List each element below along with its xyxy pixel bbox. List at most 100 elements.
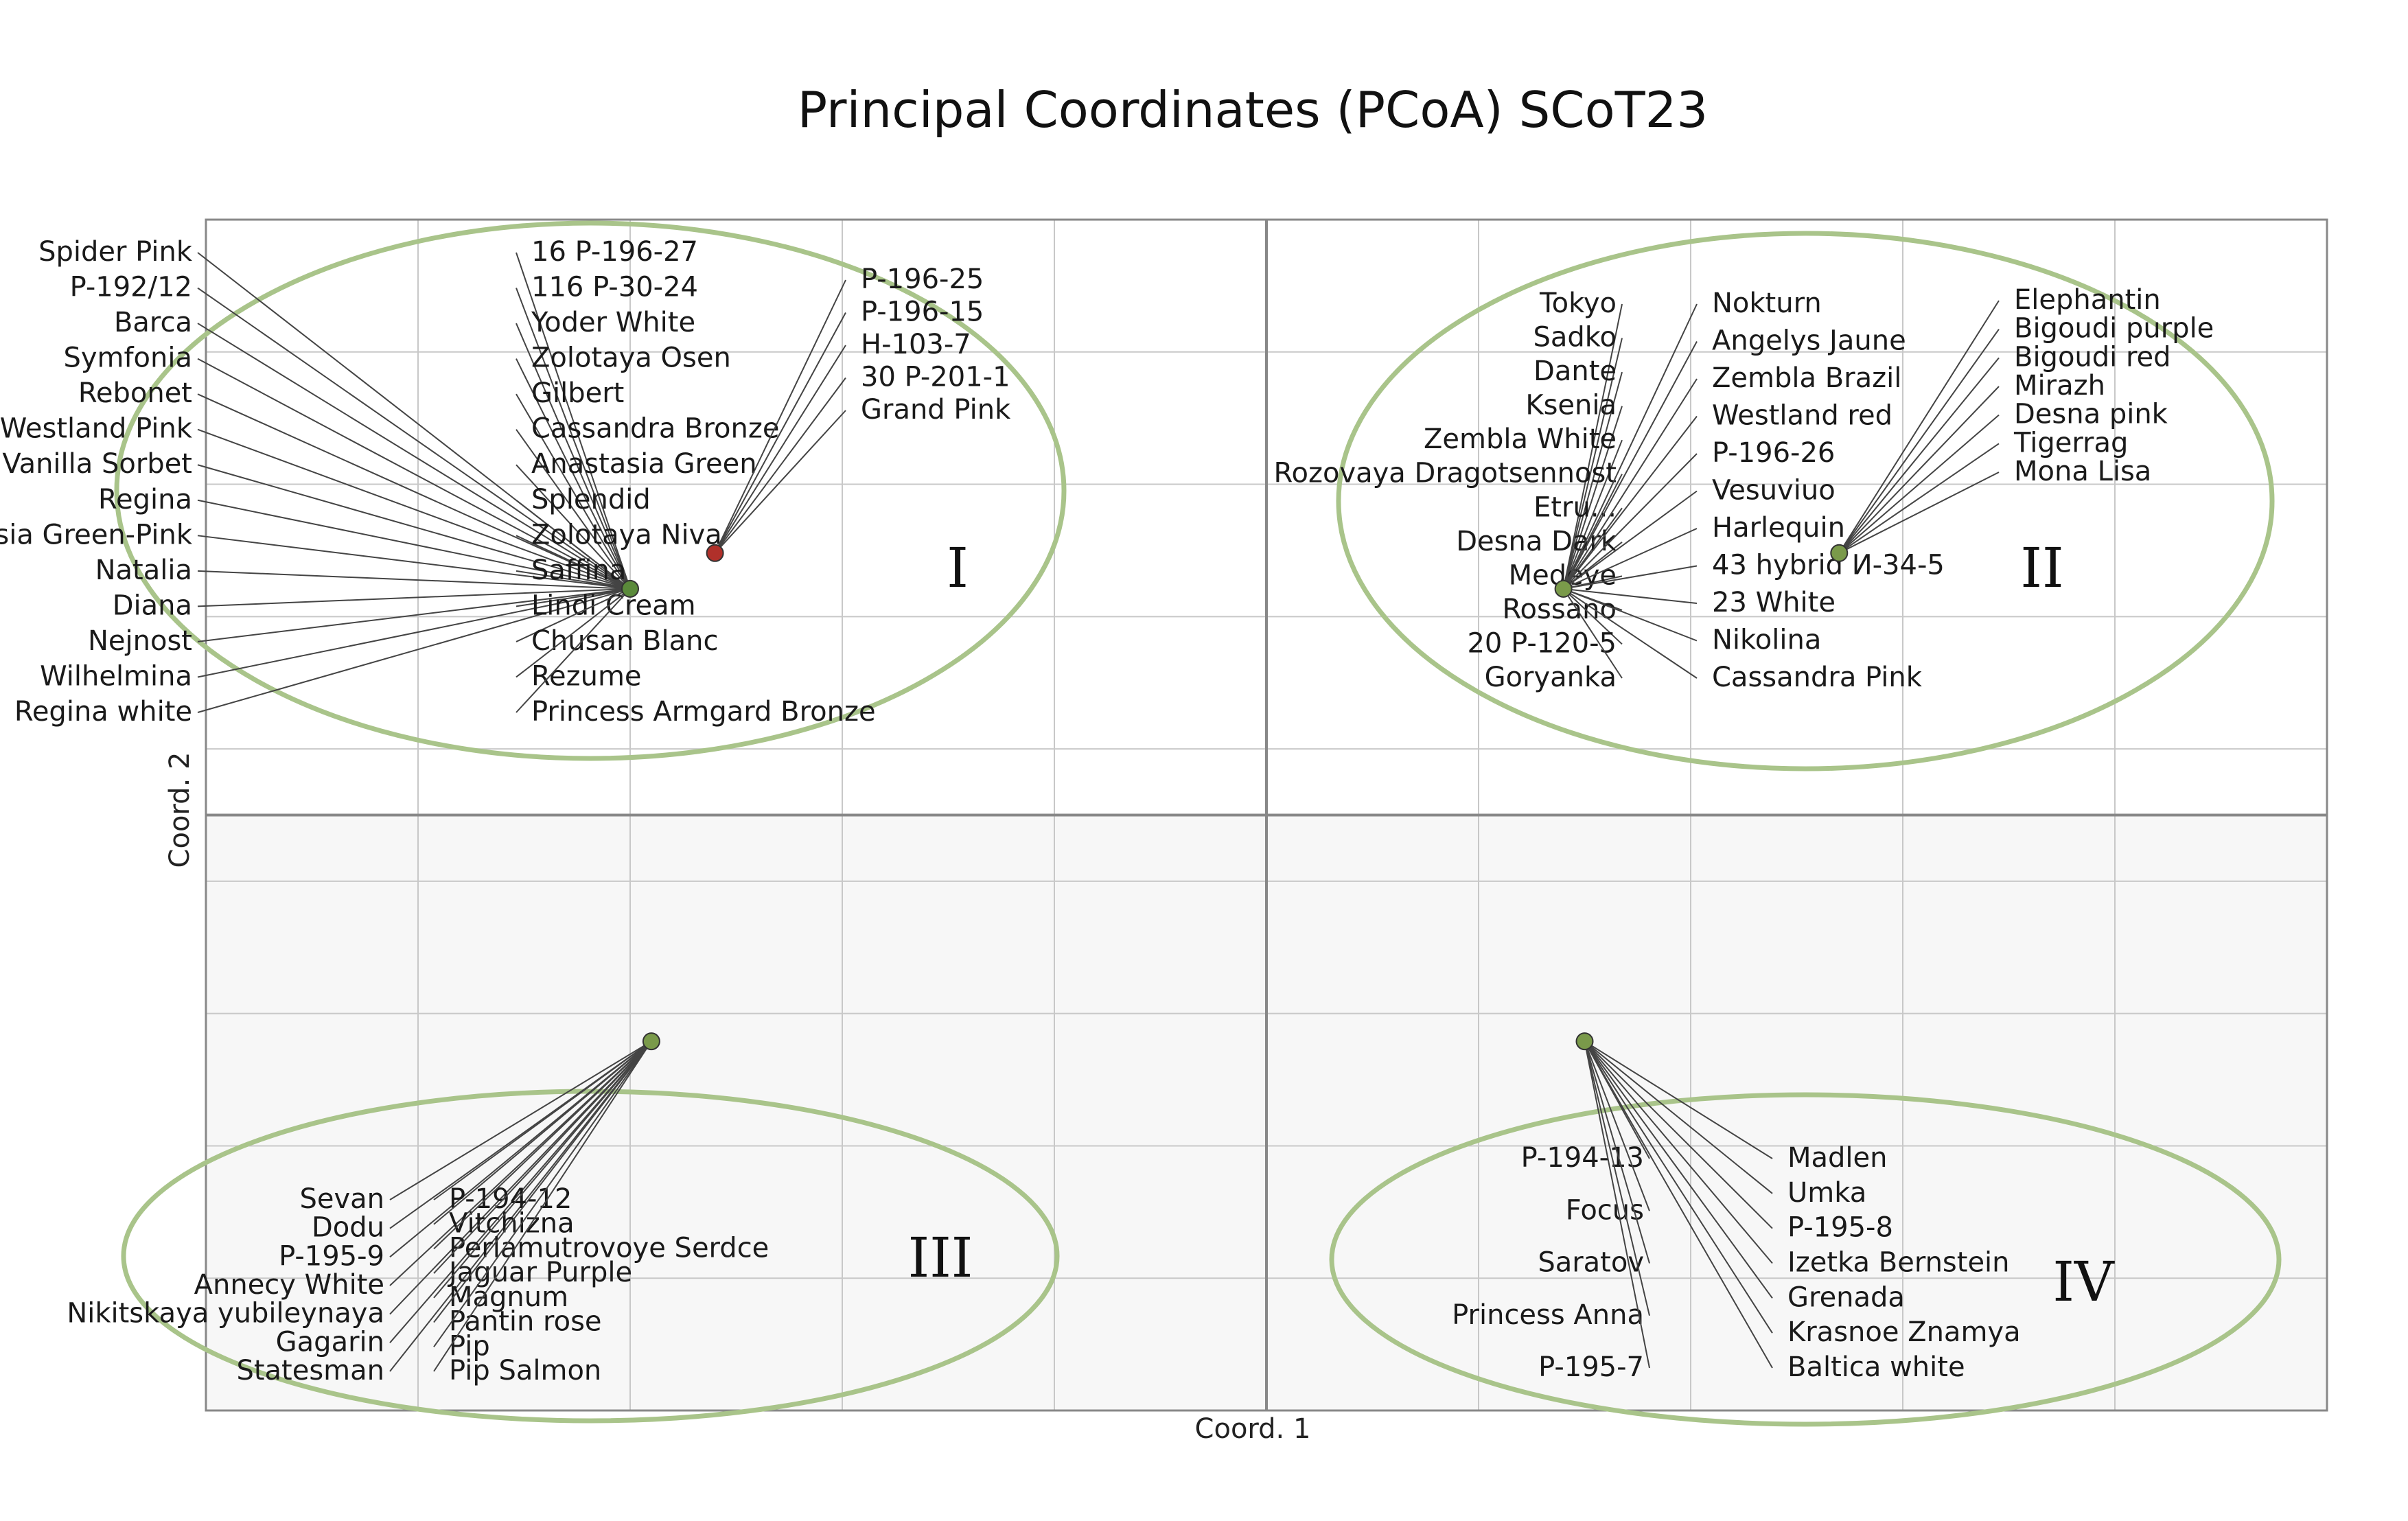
leader-line [197, 588, 631, 678]
point-label: Lindi Cream [531, 590, 696, 621]
point-label: Nikitskaya yubileynaya [67, 1298, 384, 1330]
point-label: Anastasia Green-Pink [0, 519, 193, 550]
point-label: Westland red [1712, 400, 1892, 432]
point-label: 30 P-201-1 [861, 362, 1010, 393]
point-label: Mona Lisa [2014, 456, 2151, 487]
leader-line [1584, 1041, 1650, 1316]
data-point [706, 544, 724, 562]
leader-line [433, 1041, 652, 1250]
leader-line [516, 252, 631, 590]
point-label: P-196-15 [861, 297, 984, 328]
leader-line [1584, 1041, 1773, 1159]
point-label: Ksenia [1525, 390, 1617, 421]
leader-line [516, 588, 631, 642]
point-label: Umka [1787, 1177, 1866, 1209]
point-label: Rozovaya Dragotsennost [1274, 458, 1617, 489]
cluster-ellipse [1329, 1092, 2282, 1427]
point-label: Sadko [1533, 322, 1617, 353]
point-label: Sevan [299, 1183, 384, 1215]
point-label: Bigoudi purple [2014, 313, 2214, 345]
leader-line [1584, 1041, 1773, 1194]
point-label: Princess Armgard Bronze [531, 696, 876, 728]
leader-line [197, 570, 631, 590]
data-point [1575, 1032, 1594, 1051]
point-label: Izetka Bernstein [1787, 1247, 2010, 1279]
point-label: Focus [1566, 1194, 1644, 1226]
leader-line [1562, 338, 1623, 590]
leader-line [1584, 1041, 1650, 1369]
point-label: Regina [98, 484, 192, 515]
leader-line [1584, 1041, 1773, 1229]
cluster-ellipse [114, 220, 1067, 761]
point-label: Gilbert [531, 378, 624, 409]
chart-title: Principal Coordinates (PCoA) SCoT23 [798, 81, 1708, 139]
point-label: Saffina [531, 555, 626, 586]
leader-line [433, 1041, 652, 1274]
leader-line [1563, 565, 1698, 590]
point-label: Dante [1533, 356, 1617, 387]
leader-line [389, 1041, 652, 1372]
point-label: Madlen [1787, 1142, 1888, 1174]
cluster-ellipse [1336, 231, 2275, 771]
leader-line [1584, 1041, 1650, 1264]
leader-line [714, 312, 846, 554]
data-point [621, 579, 639, 598]
leader-line [1562, 303, 1623, 590]
leader-line [1584, 1041, 1773, 1369]
leader-line [1838, 472, 2000, 554]
point-label: Natalia [95, 555, 192, 586]
leader-line [433, 1041, 652, 1225]
point-label: Bigoudi red [2014, 341, 2171, 373]
point-label: Pip [449, 1330, 490, 1362]
point-label: Westland Pink [0, 413, 193, 445]
data-points: Spider Pink P-192/12 Barca Symfonia Rebonet W… [0, 236, 2214, 1386]
point-label: Cassandra Bronze [531, 413, 779, 445]
point-label: Nikolina [1712, 625, 1821, 656]
leader-line [197, 358, 631, 590]
leader-line [516, 464, 631, 590]
leader-line [516, 358, 631, 590]
leader-line [433, 1041, 652, 1347]
point-label: Annecy White [194, 1269, 384, 1301]
point-label: Dodu [312, 1212, 384, 1244]
leader-line [197, 393, 631, 590]
point-label: P-196-26 [1712, 437, 1835, 469]
x-axis-label: Coord. 1 [1195, 1413, 1311, 1445]
point-label: Goryanka [1485, 662, 1617, 693]
leader-line [1562, 588, 1623, 679]
point-label: Wilhelmina [40, 660, 192, 692]
point-label: Princess Anna [1452, 1299, 1644, 1331]
point-label: P-195-7 [1538, 1351, 1644, 1383]
point-label: Spider Pink [38, 236, 193, 268]
leader-line [433, 1041, 652, 1200]
point-label: Desna pink [2014, 399, 2168, 430]
leader-line [433, 1041, 652, 1323]
cluster-label: II [2020, 536, 2063, 600]
leader-line [389, 1041, 652, 1200]
leader-line [516, 499, 631, 590]
leader-line [516, 588, 631, 713]
point-label: Chusan Blanc [531, 625, 718, 657]
leader-line [197, 499, 631, 590]
point-label: Baltica white [1787, 1351, 1965, 1383]
leader-line [516, 570, 631, 590]
leader-line [197, 287, 631, 590]
point-label: Anastasia Green [531, 448, 757, 480]
point-label: Symfonia [63, 342, 192, 374]
leader-line [1563, 490, 1698, 590]
leader-line [197, 588, 631, 642]
point-label: Pip Salmon [449, 1355, 601, 1386]
leader-line [1584, 1041, 1773, 1334]
leader-line [1562, 371, 1623, 590]
cluster-label: III [908, 1226, 973, 1290]
plot-grid [205, 218, 2328, 1412]
leader-line [516, 323, 631, 590]
point-label: Vesuviuo [1712, 475, 1836, 507]
point-label: P-194-12 [449, 1183, 572, 1215]
leader-line [1563, 588, 1698, 604]
point-label: Harlequin [1712, 512, 1845, 544]
leader-line [1562, 341, 1698, 590]
point-label: 43 hybrid И-34-5 [1712, 550, 1945, 581]
point-label: 20 P-120-5 [1467, 627, 1617, 659]
